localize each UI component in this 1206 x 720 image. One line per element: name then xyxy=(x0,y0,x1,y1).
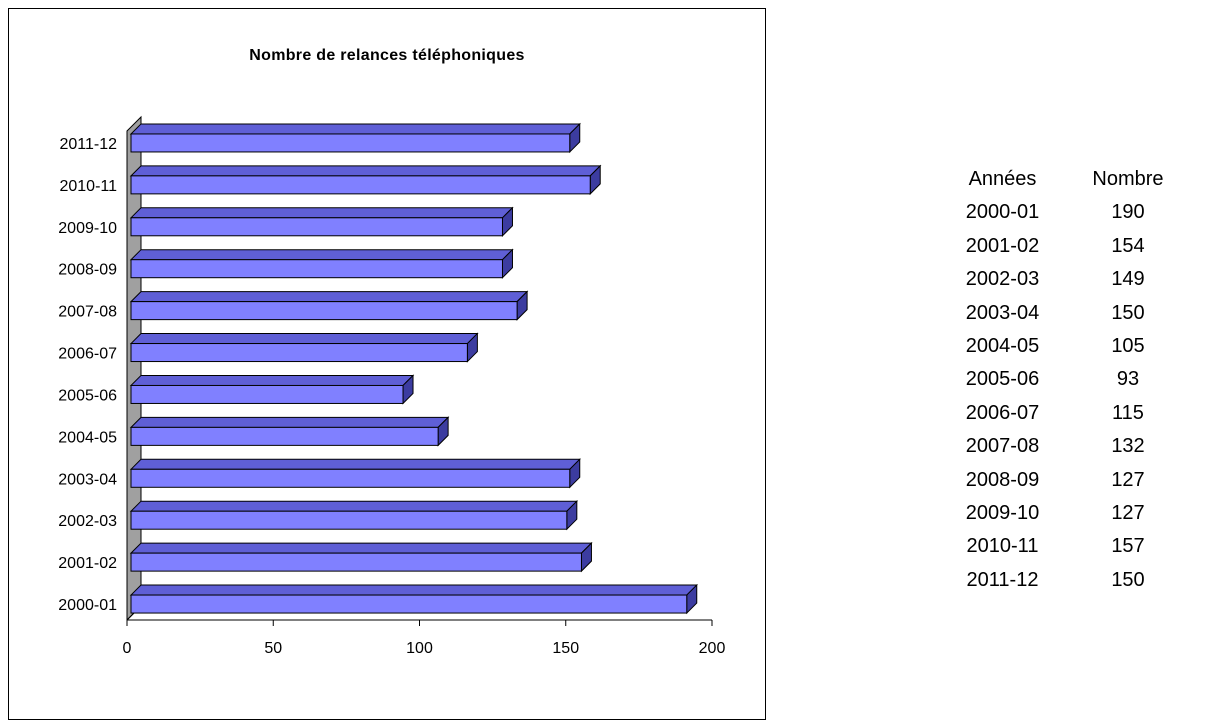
bar-front-face xyxy=(130,468,571,488)
bar-front-face xyxy=(130,384,404,404)
bar-front-face xyxy=(130,217,503,237)
x-tick-label: 0 xyxy=(123,640,132,657)
count-cell: 190 xyxy=(1111,201,1145,224)
x-tick-label: 50 xyxy=(264,640,282,657)
table-row: 2006-07 115 xyxy=(925,397,1176,430)
y-tick-label: 2005-06 xyxy=(58,387,117,404)
year-cell: 2002-03 xyxy=(965,268,1040,291)
y-tick-label: 2009-10 xyxy=(58,220,117,237)
bar-top-face xyxy=(129,500,579,512)
bar-front-face xyxy=(130,301,518,321)
table-row: 2010-11 157 xyxy=(925,530,1176,563)
y-tick-label: 2008-09 xyxy=(58,262,117,279)
count-cell: 150 xyxy=(1111,301,1145,324)
count-cell: 93 xyxy=(1116,368,1140,391)
count-cell: 127 xyxy=(1111,468,1145,491)
count-cell: 149 xyxy=(1111,268,1145,291)
y-tick-label: 2010-11 xyxy=(59,178,117,195)
table-row: 2002-03 149 xyxy=(925,263,1176,296)
bar-top-face xyxy=(129,458,581,470)
year-cell: 2000-01 xyxy=(965,201,1040,224)
bar-front-face xyxy=(130,175,591,195)
year-cell: 2009-10 xyxy=(965,502,1040,525)
bar-top-face xyxy=(129,291,529,303)
year-cell: 2008-09 xyxy=(965,468,1040,491)
table-row: 2005-06 93 xyxy=(925,363,1176,396)
data-table: Années Nombre 2000-01 190 2001-02 154 2002… xyxy=(925,163,1176,597)
bar-top-face xyxy=(129,542,593,554)
bar-top-face xyxy=(129,123,581,135)
bar-top-face xyxy=(129,333,479,345)
table-header-row: Années Nombre xyxy=(925,163,1176,196)
bar xyxy=(129,416,450,447)
bar xyxy=(129,541,593,573)
year-cell: 2005-06 xyxy=(965,368,1040,391)
bar xyxy=(129,583,698,615)
year-cell: 2001-02 xyxy=(965,234,1040,257)
count-cell: 154 xyxy=(1111,234,1145,257)
bar-top-face xyxy=(129,207,514,219)
y-tick-label: 2000-01 xyxy=(58,597,117,614)
table-row: 2011-12 150 xyxy=(925,564,1176,597)
count-cell: 127 xyxy=(1111,502,1145,525)
bar-front-face xyxy=(130,343,468,363)
table-row: 2009-10 127 xyxy=(925,497,1176,530)
table-row: 2003-04 150 xyxy=(925,297,1176,330)
bar xyxy=(129,374,415,405)
count-cell: 150 xyxy=(1111,568,1145,591)
year-cell: 2011-12 xyxy=(966,568,1039,591)
bar-top-face xyxy=(129,249,514,261)
x-tick-label: 100 xyxy=(406,640,433,657)
bar xyxy=(129,500,579,531)
x-tick-label: 150 xyxy=(552,640,579,657)
y-tick-label: 2007-08 xyxy=(58,304,117,321)
bar-front-face xyxy=(130,426,439,446)
header-nombre: Nombre xyxy=(1092,168,1164,190)
year-cell: 2010-11 xyxy=(966,535,1039,558)
y-tick-label: 2011-12 xyxy=(59,136,117,153)
count-cell: 157 xyxy=(1111,535,1145,558)
year-cell: 2004-05 xyxy=(965,335,1040,358)
count-cell: 132 xyxy=(1111,435,1145,458)
bar-front-face xyxy=(130,510,568,530)
y-tick-label: 2002-03 xyxy=(58,513,117,530)
bar-front-face xyxy=(130,259,503,279)
x-tick-label: 200 xyxy=(699,640,726,657)
bar xyxy=(129,332,479,363)
bar xyxy=(129,290,529,321)
year-cell: 2007-08 xyxy=(965,435,1040,458)
bar-front-face xyxy=(130,594,688,614)
y-tick-label: 2006-07 xyxy=(58,346,117,363)
bar xyxy=(129,458,581,489)
y-tick-label: 2001-02 xyxy=(58,555,117,572)
bar-top-face xyxy=(129,165,602,177)
count-cell: 115 xyxy=(1112,401,1144,424)
bar xyxy=(129,206,514,237)
bar-front-face xyxy=(130,552,582,572)
y-tick-label: 2004-05 xyxy=(58,429,117,446)
bar xyxy=(129,248,514,279)
bar-top-face xyxy=(129,416,450,428)
bar-front-face xyxy=(130,133,571,153)
chart-title: Nombre de relances téléphoniques xyxy=(249,47,525,64)
bar xyxy=(129,164,602,196)
count-cell: 105 xyxy=(1111,335,1145,358)
header-annees: Années xyxy=(968,168,1037,190)
table-row: 2001-02 154 xyxy=(925,230,1176,263)
year-cell: 2003-04 xyxy=(965,301,1040,324)
bar-top-face xyxy=(129,374,415,386)
table-row: 2004-05 105 xyxy=(925,330,1176,363)
table-row: 2000-01 190 xyxy=(925,196,1176,229)
bar-top-face xyxy=(129,584,698,596)
bar xyxy=(129,122,581,154)
table-row: 2008-09 127 xyxy=(925,464,1176,497)
year-cell: 2006-07 xyxy=(965,401,1040,424)
y-tick-label: 2003-04 xyxy=(58,471,117,488)
table-row: 2007-08 132 xyxy=(925,430,1176,463)
